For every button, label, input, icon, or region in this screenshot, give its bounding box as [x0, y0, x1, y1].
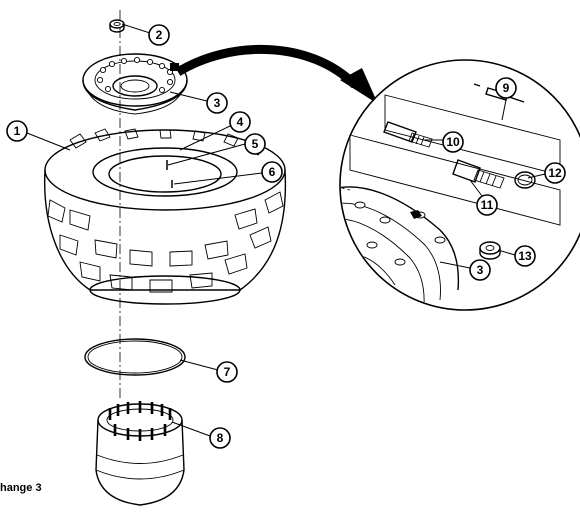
callout-11-label: 11: [481, 198, 494, 212]
callout-10-label: 10: [446, 135, 460, 149]
callout-9: 9: [495, 77, 517, 99]
valve-detail-view: [339, 59, 580, 311]
callout-3-detail: 3: [469, 259, 491, 281]
callout-8-label: 8: [217, 431, 224, 445]
callout-13-label: 13: [518, 249, 532, 263]
detail-arrowhead: [340, 68, 378, 104]
leader-lines: [26, 23, 546, 437]
callout-6: 6: [261, 161, 283, 183]
detail-arrow: [175, 44, 359, 89]
callout-8: 8: [209, 427, 231, 449]
part-3-outer-wheel-half: [82, 53, 188, 115]
grommet-12: [514, 171, 536, 189]
callout-3-label: 3: [214, 96, 221, 110]
bolt-holes: [96, 56, 174, 94]
callout-11: 11: [476, 194, 498, 216]
callout-10: 10: [442, 131, 464, 153]
callout-12-label: 12: [548, 166, 562, 180]
valve-extension: [452, 159, 505, 189]
callout-4-label: 4: [237, 115, 244, 129]
callout-4: 4: [229, 111, 251, 133]
callout-2-label: 2: [156, 28, 163, 42]
part-8-inner-wheel-half: [95, 401, 185, 506]
part-2-nut: [109, 19, 125, 33]
tread-pattern: [47, 128, 284, 293]
callout-1-label: 1: [14, 124, 21, 138]
footer-change-note: hange 3: [0, 482, 42, 494]
nut-13: [479, 241, 501, 260]
callout-3: 3: [206, 92, 228, 114]
wheel-studs: [108, 401, 172, 441]
callout-5: 5: [244, 133, 266, 155]
valve-stem: [383, 121, 433, 148]
callout-1: 1: [6, 120, 28, 142]
callout-3-detail-label: 3: [477, 263, 484, 277]
callout-5-label: 5: [252, 137, 259, 151]
callout-2: 2: [148, 24, 170, 46]
callout-9-label: 9: [503, 81, 510, 95]
part-7-o-ring: [84, 338, 186, 376]
callout-12: 12: [544, 162, 566, 184]
callout-7: 7: [216, 361, 238, 383]
callout-7-label: 7: [224, 365, 231, 379]
callout-13: 13: [514, 245, 536, 267]
callout-6-label: 6: [269, 165, 276, 179]
part-1-tire: [43, 128, 287, 305]
